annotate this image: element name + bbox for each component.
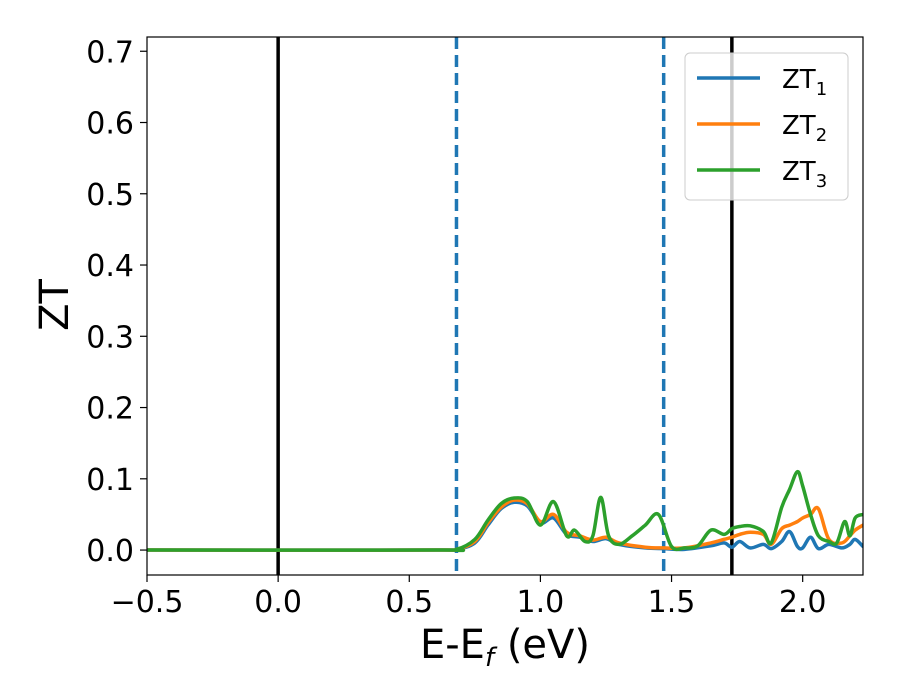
y-tick-label: 0.3	[86, 320, 134, 355]
y-axis-label: ZT	[32, 279, 78, 331]
legend-label-3: ZT3	[782, 157, 827, 192]
y-tick-label: 0.0	[86, 534, 134, 569]
x-tick-label: −0.5	[111, 585, 184, 620]
x-tick-label: 0.5	[385, 585, 433, 620]
axes-frame	[146, 36, 864, 576]
y-tick-label: 0.4	[86, 249, 134, 284]
x-tick-label: 1.0	[517, 585, 565, 620]
y-tick-label: 0.6	[86, 107, 134, 142]
x-axis-label-main: E-E	[420, 622, 485, 668]
legend: ZT1 ZT2 ZT3	[684, 52, 849, 201]
y-tick-label: 0.5	[86, 178, 134, 213]
x-tick-label: 1.5	[648, 585, 696, 620]
x-tick-label: 2.0	[779, 585, 827, 620]
reference-lines	[276, 37, 734, 575]
x-tick-label: 0.0	[254, 585, 302, 620]
legend-label-1: ZT1	[782, 65, 827, 100]
x-axis-label: E-Ef (eV)	[420, 622, 590, 673]
y-tick-label: 0.7	[86, 35, 134, 70]
legend-label-2: ZT2	[782, 111, 827, 146]
y-axis: 0.0 0.1 0.2 0.3 0.4 0.5 0.6 0.7	[86, 35, 147, 569]
x-axis-label-unit: (eV)	[494, 622, 590, 668]
y-tick-label: 0.2	[86, 392, 134, 427]
legend-box	[684, 52, 849, 201]
series-line-3	[147, 469, 863, 553]
x-axis: −0.5 0.0 0.5 1.0 1.5 2.0	[111, 575, 827, 620]
y-tick-label: 0.1	[86, 463, 134, 498]
series-lines	[147, 469, 863, 553]
